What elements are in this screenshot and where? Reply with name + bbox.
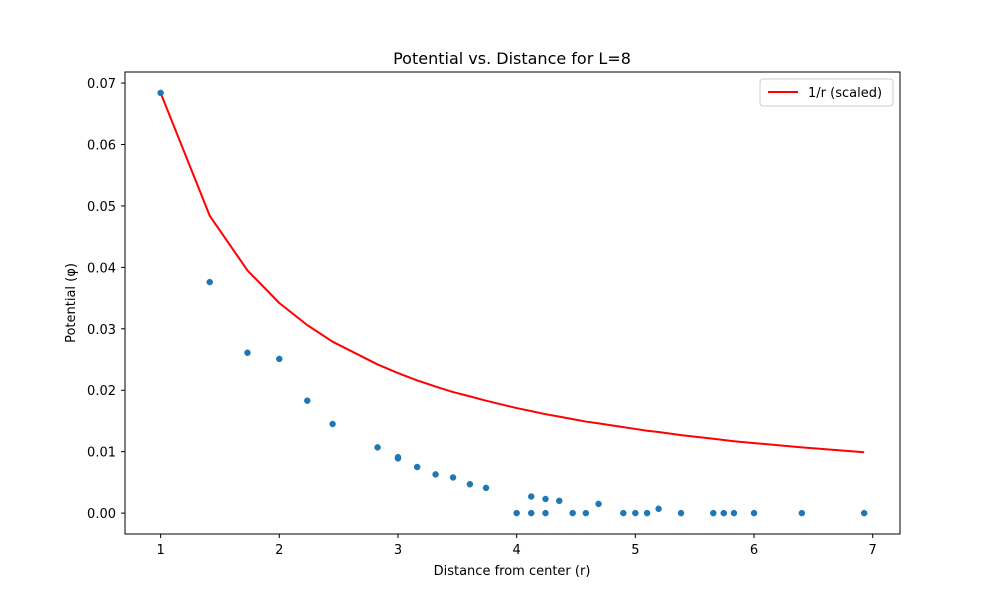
scatter-point (157, 89, 164, 97)
y-tick-label: 0.02 (87, 384, 116, 399)
legend-label-scaled-line: 1/r (scaled) (808, 86, 882, 101)
scatter-point (528, 493, 535, 500)
scatter-point (432, 471, 439, 478)
scatter-point (413, 463, 421, 471)
y-tick-label: 0.07 (87, 77, 116, 92)
y-axis-label: Potential (φ) (64, 263, 79, 343)
scatter-point (643, 509, 651, 517)
scatter-point (655, 505, 662, 513)
legend-box (759, 78, 894, 107)
axes-frame (124, 71, 901, 535)
y-tick-label: 0.00 (87, 507, 116, 522)
scatter-point (329, 420, 336, 428)
legend: 1/r (scaled) (759, 78, 894, 107)
x-tick-label: 3 (394, 543, 402, 558)
scatter-point (620, 509, 627, 517)
scatter-point (449, 474, 457, 481)
scatter-point (569, 509, 576, 517)
scatter-point (860, 509, 868, 517)
scatter-point (276, 355, 283, 363)
series-line-scaled (159, 92, 865, 454)
y-tick-label: 0.04 (87, 261, 116, 276)
scatter-point (720, 509, 728, 517)
scatter-point (556, 497, 563, 505)
scatter-point (206, 278, 213, 286)
y-tick-label: 0.03 (87, 323, 116, 338)
x-tick-label: 1 (156, 543, 164, 558)
scatter-point (542, 509, 549, 517)
x-tick-label: 5 (631, 543, 639, 558)
y-tick-label: 0.01 (87, 446, 116, 461)
scatter-point (730, 509, 738, 517)
y-tick-label: 0.06 (87, 138, 116, 153)
scatter-point (374, 444, 381, 451)
x-tick-label: 6 (750, 543, 758, 558)
scatter-point (595, 500, 602, 508)
scatter-point (677, 509, 685, 517)
scatter-point (528, 509, 535, 517)
scatter-point (244, 349, 251, 357)
x-tick-label: 4 (513, 543, 521, 558)
chart-title: Potential vs. Distance for L=8 (393, 49, 631, 68)
scatter-point (632, 509, 639, 517)
scatter-point (710, 509, 717, 517)
scatter-point (394, 455, 402, 462)
scatter-point (582, 509, 590, 517)
x-tick-label: 2 (275, 543, 283, 558)
y-tick-label: 0.05 (87, 200, 116, 215)
x-tick-label: 7 (869, 543, 877, 558)
scatter-point (466, 480, 474, 488)
plot-area (157, 89, 868, 517)
scatter-point (542, 495, 549, 503)
x-axis-label: Distance from center (r) (434, 564, 591, 579)
scatter-point (513, 509, 520, 517)
axis-ticks: 1 2 3 4 5 6 7 0.00 0.01 0.02 0.03 0.04 0.05 0.06 0.07 (87, 77, 877, 558)
scatter-point (798, 509, 806, 517)
scatter-point (482, 484, 490, 492)
scatter-point (304, 397, 311, 404)
scatter-point (750, 509, 758, 517)
